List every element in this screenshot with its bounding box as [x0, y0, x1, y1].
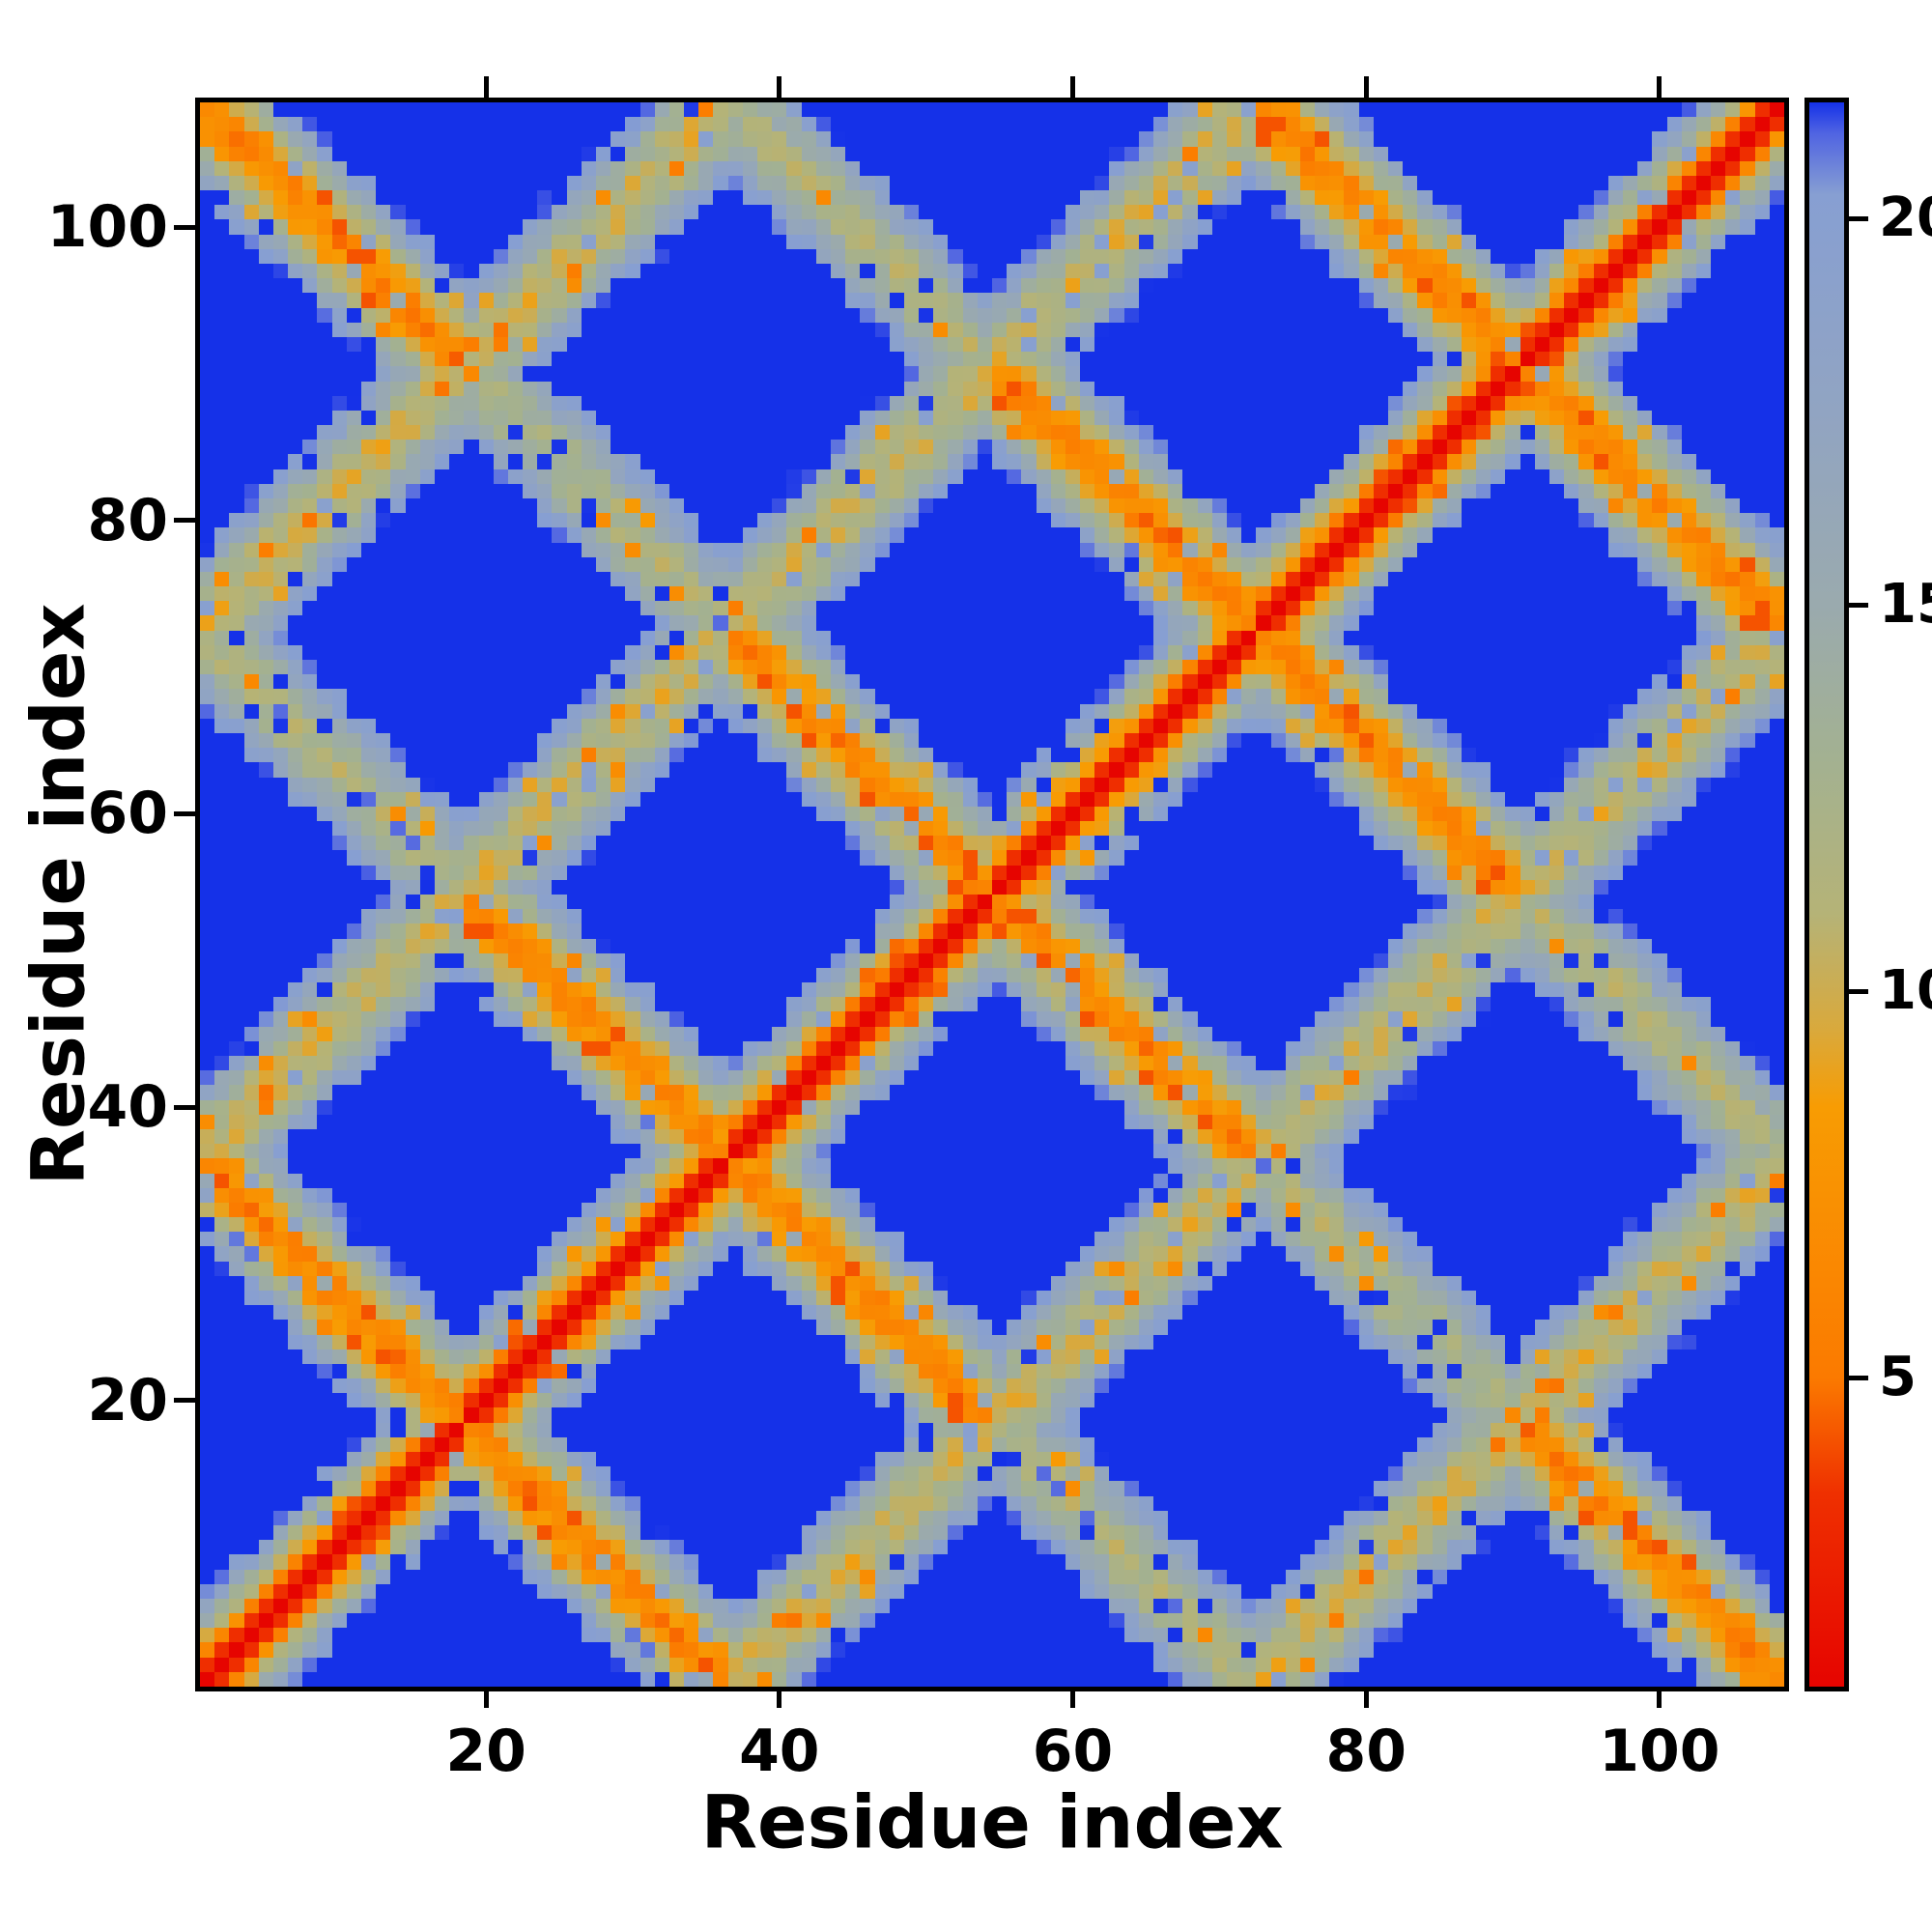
- colorbar-tick-label: 10: [1879, 959, 1932, 1022]
- y-tick-label: 20: [87, 1366, 169, 1435]
- x-tick-label: 60: [1032, 1718, 1114, 1785]
- y-tick-label: 100: [46, 193, 168, 262]
- colorbar-tick-mark: [1849, 1375, 1868, 1380]
- y-tick-label: 80: [87, 486, 169, 554]
- y-tick-label: 40: [87, 1073, 169, 1142]
- y-tick-mark: [174, 1398, 195, 1404]
- distance-matrix-heatmap: [200, 102, 1784, 1687]
- colorbar-tick-label: 20: [1879, 186, 1932, 249]
- x-tick-mark: [483, 1687, 489, 1708]
- x-tick-label: 40: [739, 1718, 820, 1785]
- x-top-tick-mark: [777, 76, 782, 98]
- x-top-tick-mark: [1070, 76, 1076, 98]
- plot-area: [195, 98, 1789, 1691]
- y-tick-mark: [174, 810, 195, 816]
- x-tick-label: 80: [1325, 1718, 1406, 1785]
- y-tick-mark: [174, 224, 195, 230]
- colorbar-tick-label: 15: [1879, 573, 1932, 636]
- colorbar-tick-mark: [1849, 215, 1868, 221]
- x-tick-mark: [1657, 1687, 1662, 1708]
- colorbar-tick-mark: [1849, 602, 1868, 608]
- colorbar-tick-mark: [1849, 988, 1868, 994]
- x-top-tick-mark: [1363, 76, 1369, 98]
- x-tick-mark: [777, 1687, 782, 1708]
- x-tick-mark: [1363, 1687, 1369, 1708]
- x-top-tick-mark: [483, 76, 489, 98]
- x-tick-label: 20: [445, 1718, 526, 1785]
- y-tick-mark: [174, 518, 195, 524]
- x-tick-label: 100: [1599, 1718, 1720, 1785]
- x-axis-label: Residue index: [700, 1778, 1284, 1865]
- y-tick-mark: [174, 1104, 195, 1110]
- x-tick-mark: [1070, 1687, 1076, 1708]
- x-top-tick-mark: [1657, 76, 1662, 98]
- colorbar: [1804, 98, 1849, 1691]
- colorbar-tick-label: 5: [1879, 1346, 1917, 1408]
- y-tick-label: 60: [87, 780, 169, 848]
- colorbar-gradient: [1809, 102, 1844, 1687]
